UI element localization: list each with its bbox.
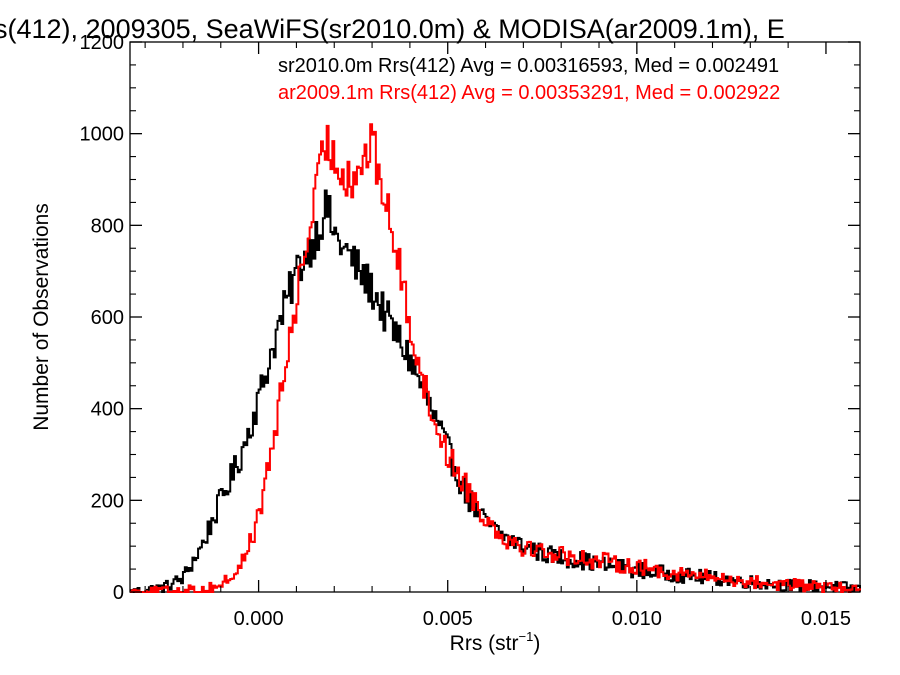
y-tick-label: 200 <box>91 490 124 512</box>
legend-entry-ar2009: ar2009.1m Rrs(412) Avg = 0.00353291, Med… <box>278 82 780 104</box>
y-tick-label: 800 <box>91 215 124 237</box>
chart-title: s(412), 2009305, SeaWiFS(sr2010.0m) & MO… <box>0 14 785 44</box>
x-tick-label: 0.005 <box>423 608 473 630</box>
x-axis-label-sup: −1 <box>519 629 534 644</box>
series-layer <box>130 123 861 593</box>
series-line-ar2009.1m <box>130 123 861 593</box>
x-tick-label: 0.015 <box>801 608 851 630</box>
legend-entry-sr2010: sr2010.0m Rrs(412) Avg = 0.00316593, Med… <box>278 55 779 77</box>
y-axis: 0 200 400 600 800 1000 1200 <box>80 32 860 604</box>
y-tick-label: 1200 <box>80 32 125 54</box>
x-axis-label-main: Rrs (str <box>450 632 519 655</box>
plot-frame <box>129 41 861 593</box>
x-axis-label: Rrs (str−1) <box>450 629 541 655</box>
x-tick-label: 0.010 <box>612 608 662 630</box>
y-tick-label: 0 <box>113 582 124 604</box>
y-axis-label: Number of Observations <box>30 203 53 431</box>
y-tick-label: 600 <box>91 307 124 329</box>
y-tick-label: 1000 <box>80 124 125 146</box>
x-axis-label-close: ) <box>533 632 540 655</box>
y-tick-label: 400 <box>91 399 124 421</box>
x-tick-label: 0.000 <box>234 608 284 630</box>
x-axis: 0.000 0.005 0.010 0.015 <box>144 42 851 630</box>
